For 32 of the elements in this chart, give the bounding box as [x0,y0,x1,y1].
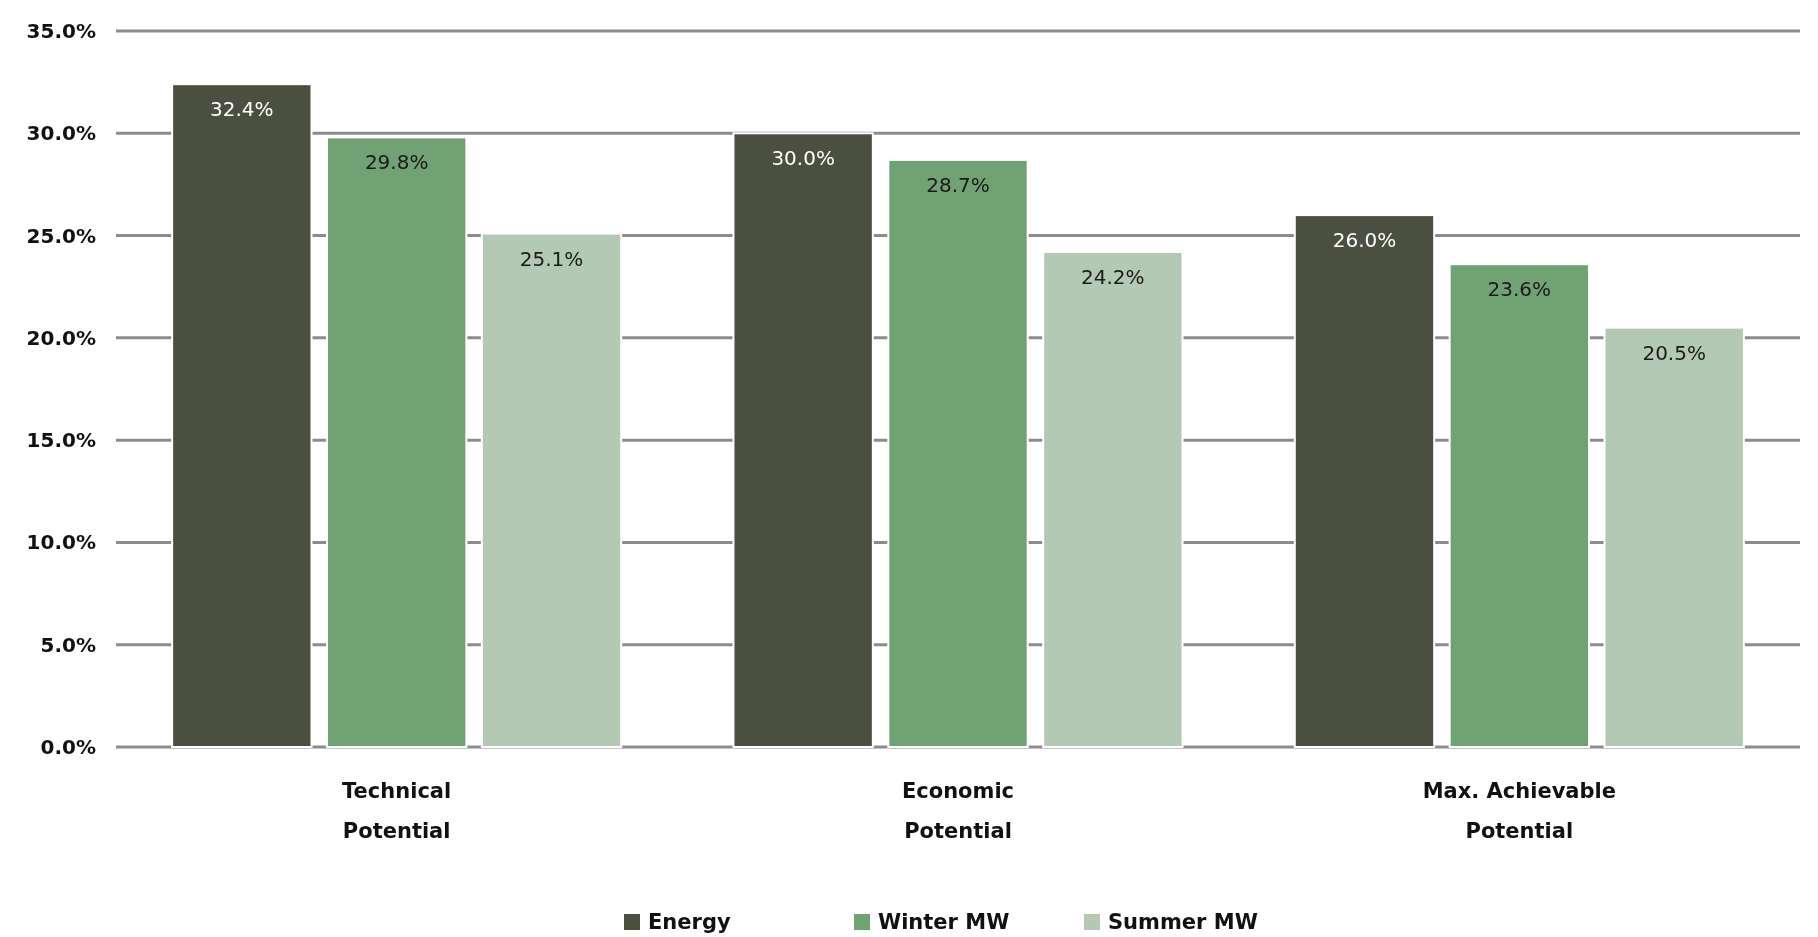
y-tick-label: 35.0% [26,19,96,43]
data-label: 26.0% [1332,228,1397,253]
data-label: 32.4% [210,97,274,122]
bar [1293,214,1436,748]
bar [887,158,1029,748]
data-label: 23.6% [1487,277,1552,302]
legend-label: Summer MW [1108,910,1258,935]
data-label: 30.0% [771,146,835,171]
y-tick-label: 30.0% [26,121,96,146]
bar [732,132,874,748]
y-tick-label: 0.0% [40,735,96,759]
bar [1448,263,1591,748]
data-label: 24.2% [1081,264,1145,289]
bar [480,232,623,748]
x-tick-label: Max. Achievable Potential [1422,779,1616,843]
bar [1042,250,1184,748]
data-label: 28.7% [926,172,990,197]
y-tick-label: 5.0% [40,632,96,657]
legend-label: Energy [648,910,731,935]
y-tick-label: 10.0% [26,530,96,555]
x-tick-label: Technical Potential [342,779,452,843]
bar [171,83,313,748]
y-tick-label: 25.0% [26,223,96,248]
bar [1603,326,1745,748]
x-tick-label: Economic Potential [901,779,1015,843]
bar [325,136,468,748]
data-label: 20.5% [1642,340,1706,365]
data-label: 29.8% [364,150,429,175]
y-tick-label: 15.0% [26,428,96,453]
y-tick-label: 20.0% [26,325,96,350]
legend-label: Winter MW [878,910,1010,935]
data-label: 25.1% [519,246,584,271]
